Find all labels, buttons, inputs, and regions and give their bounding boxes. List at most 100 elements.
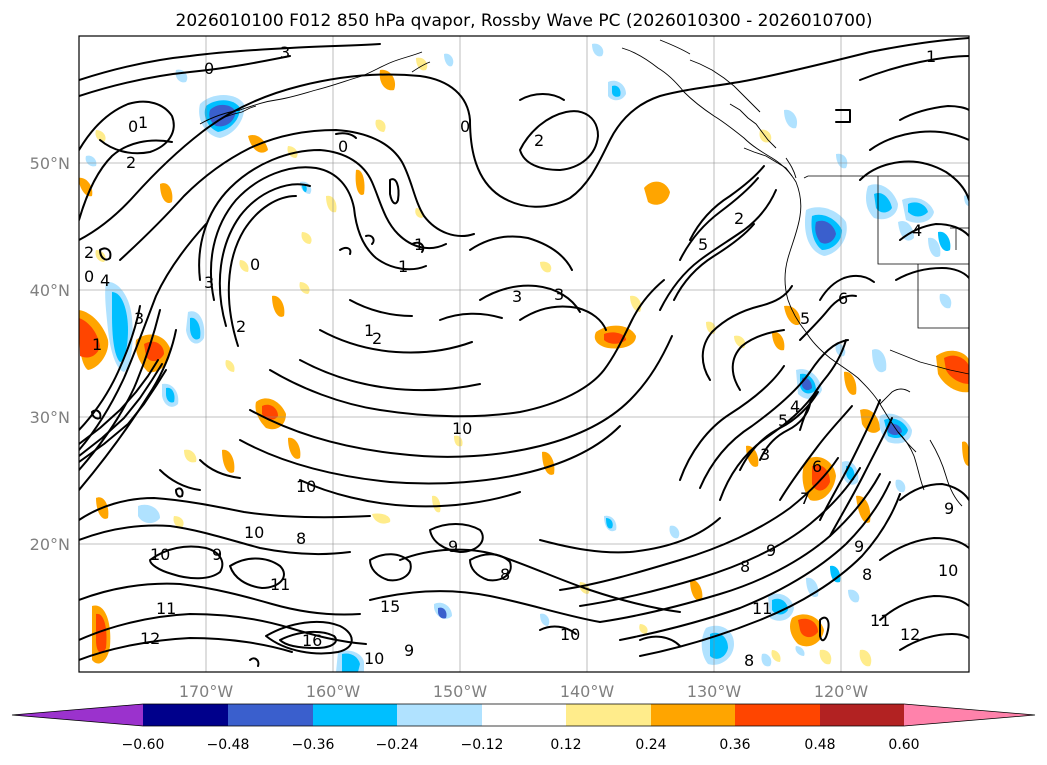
contour-label: 0 bbox=[204, 59, 214, 78]
contour-label: 7 bbox=[800, 489, 810, 508]
longitude-labels: 170°W 160°W 150°W 140°W 130°W 120°W bbox=[179, 682, 869, 701]
lat-label: 40°N bbox=[30, 281, 70, 300]
colorbar-tick-label: 0.48 bbox=[804, 737, 835, 753]
colorbar-segment bbox=[482, 704, 566, 726]
contour-label: 10 bbox=[938, 561, 958, 580]
colorbar-tick-label: 0.60 bbox=[888, 737, 919, 753]
contour-labels: 3 0 0 1 2 2 1 0 4 3 2 0 0 1 2 3 3 3 1 0 … bbox=[84, 43, 958, 670]
contour-label: 6 bbox=[838, 289, 848, 308]
contour-label: 0 bbox=[128, 117, 138, 136]
contour-label: 1 bbox=[138, 113, 148, 132]
contour-label: 9 bbox=[448, 537, 458, 556]
contour-label: 3 bbox=[134, 309, 144, 328]
contour-label: 9 bbox=[854, 537, 864, 556]
contour-label: 9 bbox=[404, 641, 414, 660]
contour-label: 1 bbox=[398, 257, 408, 276]
colorbar-outline bbox=[11, 703, 1036, 727]
colorbar-segment bbox=[735, 704, 820, 726]
contour-label: 1 bbox=[926, 47, 936, 66]
colorbar: −0.60 −0.48 −0.36 −0.24 −0.12 0.12 0.24 … bbox=[11, 703, 1036, 753]
contour-label: 9 bbox=[944, 499, 954, 518]
contour-label: 4 bbox=[100, 271, 110, 290]
contour-label: 3 bbox=[554, 285, 564, 304]
colorbar-tick-label: 0.12 bbox=[550, 737, 581, 753]
contour-label: 10 bbox=[560, 625, 580, 644]
colorbar-segment bbox=[143, 704, 228, 726]
contour-label: 8 bbox=[500, 565, 510, 584]
colorbar-segment bbox=[228, 704, 313, 726]
humidity-contours bbox=[79, 37, 969, 667]
contour-label: 10 bbox=[452, 419, 472, 438]
contour-label: 6 bbox=[812, 457, 822, 476]
lat-label: 30°N bbox=[30, 408, 70, 427]
contour-label: 10 bbox=[364, 649, 384, 668]
colorbar-extend-low bbox=[12, 704, 143, 726]
contour-label: 0 bbox=[338, 137, 348, 156]
colorbar-tick-label: 0.24 bbox=[635, 737, 666, 753]
contour-label: 2 bbox=[236, 317, 246, 336]
contour-label: 3 bbox=[204, 273, 214, 292]
contour-label: 16 bbox=[302, 631, 322, 650]
contour-label: 3 bbox=[512, 287, 522, 306]
contour-label: 1 bbox=[364, 321, 374, 340]
contour-label: 0 bbox=[250, 255, 260, 274]
lon-label: 160°W bbox=[306, 682, 361, 701]
contour-label: 8 bbox=[744, 651, 754, 670]
contour-label: 12 bbox=[900, 625, 920, 644]
contour-label: 15 bbox=[380, 597, 400, 616]
colorbar-segment bbox=[651, 704, 735, 726]
lon-label: 120°W bbox=[814, 682, 869, 701]
contour-label: 2 bbox=[734, 209, 744, 228]
contour-label: 2 bbox=[534, 131, 544, 150]
colorbar-tick-label: −0.48 bbox=[207, 737, 250, 753]
contour-label: 8 bbox=[740, 557, 750, 576]
colorbar-tick-label: −0.60 bbox=[122, 737, 165, 753]
contour-label: 12 bbox=[140, 629, 160, 648]
contour-label: 10 bbox=[150, 545, 170, 564]
contour-label: 11 bbox=[870, 611, 890, 630]
contour-label: 11 bbox=[270, 575, 290, 594]
colorbar-segment bbox=[566, 704, 651, 726]
colorbar-segment bbox=[313, 704, 397, 726]
contour-label: 9 bbox=[212, 545, 222, 564]
contour-label: 2 bbox=[126, 153, 136, 172]
latitude-labels: 50°N 40°N 30°N 20°N bbox=[30, 154, 70, 554]
contour-label: 4 bbox=[912, 221, 922, 240]
contour-label: 10 bbox=[296, 477, 316, 496]
contour-label: 5 bbox=[800, 309, 810, 328]
contour-label: 1 bbox=[92, 335, 102, 354]
contour-label: 11 bbox=[752, 599, 772, 618]
contour-label: 4 bbox=[790, 397, 800, 416]
colorbar-tick-label: −0.36 bbox=[292, 737, 335, 753]
coastlines bbox=[199, 39, 963, 507]
contour-label: 1 bbox=[414, 235, 424, 254]
map-title: 2026010100 F012 850 hPa qvapor, Rossby W… bbox=[176, 11, 873, 31]
contour-label: 3 bbox=[280, 43, 290, 62]
contour-label: 5 bbox=[698, 235, 708, 254]
contour-label: 8 bbox=[296, 529, 306, 548]
colorbar-tick-label: −0.24 bbox=[376, 737, 419, 753]
contour-label: 2 bbox=[372, 329, 382, 348]
colorbar-tick-label: −0.12 bbox=[461, 737, 504, 753]
map-frame bbox=[78, 35, 970, 673]
lon-label: 150°W bbox=[433, 682, 488, 701]
contour-label: 10 bbox=[244, 523, 264, 542]
contour-label: 9 bbox=[766, 541, 776, 560]
colorbar-tick-label: 0.36 bbox=[719, 737, 750, 753]
contour-label: 11 bbox=[156, 599, 176, 618]
contour-label: 8 bbox=[862, 565, 872, 584]
lat-label: 20°N bbox=[30, 535, 70, 554]
lon-label: 130°W bbox=[687, 682, 742, 701]
contour-label: 3 bbox=[760, 445, 770, 464]
lat-label: 50°N bbox=[30, 154, 70, 173]
colorbar-segment bbox=[820, 704, 904, 726]
contour-label: 0 bbox=[84, 267, 94, 286]
colorbar-extend-high bbox=[904, 704, 1035, 726]
contour-label: 2 bbox=[84, 243, 94, 262]
lon-label: 140°W bbox=[560, 682, 615, 701]
colorbar-segment bbox=[397, 704, 482, 726]
contour-label: 0 bbox=[460, 117, 470, 136]
lon-label: 170°W bbox=[179, 682, 234, 701]
contour-label: 5 bbox=[778, 411, 788, 430]
